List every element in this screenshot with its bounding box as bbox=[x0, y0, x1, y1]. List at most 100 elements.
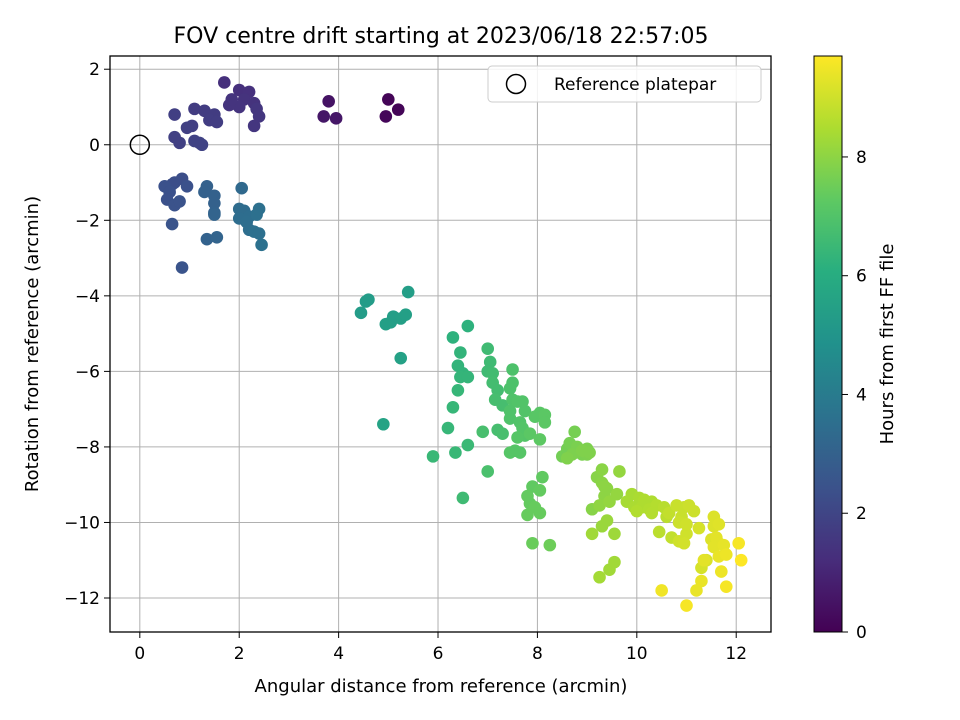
scatter-point bbox=[210, 115, 224, 129]
scatter-point bbox=[247, 119, 261, 133]
scatter-point bbox=[593, 499, 606, 512]
scatter-point bbox=[235, 181, 249, 195]
scatter-point bbox=[652, 525, 666, 539]
scatter-point bbox=[583, 446, 596, 459]
scatter-point bbox=[426, 450, 440, 463]
scatter-point bbox=[454, 346, 467, 359]
scatter-point bbox=[533, 506, 547, 520]
scatter-point bbox=[210, 230, 224, 244]
scatter-point bbox=[168, 108, 181, 121]
scatter-point bbox=[476, 425, 490, 439]
gridlines bbox=[110, 56, 771, 632]
scatter-point bbox=[461, 319, 475, 333]
scatter-point bbox=[506, 363, 519, 376]
scatter-point bbox=[695, 574, 708, 588]
scatter-point bbox=[391, 103, 405, 116]
y-tick-label: −12 bbox=[64, 589, 100, 609]
x-tick-label: 6 bbox=[433, 644, 444, 664]
y-tick-label: −10 bbox=[64, 513, 100, 533]
y-axis-label: Rotation from reference (arcmin) bbox=[22, 196, 43, 492]
scatter-point bbox=[188, 102, 201, 116]
scatter-point bbox=[717, 538, 731, 552]
y-tick-label: −8 bbox=[75, 438, 100, 458]
scatter-point bbox=[317, 110, 331, 123]
scatter-point bbox=[511, 431, 524, 444]
scatter-point bbox=[322, 95, 335, 108]
scatter-point bbox=[610, 487, 624, 501]
scatter-point bbox=[461, 438, 475, 452]
scatter-point bbox=[734, 553, 748, 567]
scatter-point bbox=[523, 427, 537, 441]
scatter-point bbox=[198, 104, 211, 118]
scatter-point bbox=[536, 470, 549, 484]
scatter-point bbox=[568, 425, 581, 439]
scatter-point bbox=[225, 93, 239, 106]
scatter-point bbox=[354, 306, 368, 320]
scatter-point bbox=[503, 412, 517, 425]
y-tick-label: 0 bbox=[89, 136, 100, 156]
x-tick-label: 0 bbox=[134, 644, 145, 664]
colorbar-label: Hours from first FF file bbox=[877, 244, 898, 445]
scatter-point bbox=[451, 383, 465, 397]
scatter-point bbox=[449, 446, 462, 459]
scatter-point bbox=[483, 355, 497, 369]
legend-marker bbox=[505, 73, 527, 95]
scatter-point bbox=[180, 180, 194, 193]
scatter-point bbox=[585, 527, 599, 541]
scatter-point bbox=[697, 553, 711, 567]
scatter-point bbox=[252, 227, 266, 240]
colorbar-gradient bbox=[813, 55, 843, 633]
scatter-point bbox=[379, 110, 393, 123]
legend: Reference platepar bbox=[487, 65, 762, 103]
scatter-point bbox=[608, 555, 621, 569]
scatter-point bbox=[377, 417, 390, 431]
y-tick-label: −2 bbox=[75, 211, 100, 231]
scatter-point bbox=[165, 217, 179, 231]
scatter-point bbox=[630, 504, 644, 518]
scatter-point bbox=[613, 465, 626, 478]
colorbar-tick-label: 4 bbox=[856, 385, 867, 405]
scatter-point bbox=[188, 134, 201, 148]
scatter-point bbox=[503, 446, 517, 459]
x-tick-label: 2 bbox=[234, 644, 245, 664]
scatter-point bbox=[680, 599, 693, 612]
legend-box bbox=[487, 65, 762, 103]
scatter-point bbox=[538, 416, 552, 429]
x-tick-label: 4 bbox=[333, 644, 344, 664]
scatter-point bbox=[446, 331, 460, 344]
scatter-point bbox=[252, 110, 266, 123]
scatter-point bbox=[521, 508, 534, 522]
scatter-point bbox=[518, 404, 532, 418]
y-tick-label: 2 bbox=[89, 60, 100, 80]
scatter-point bbox=[533, 484, 547, 497]
scatter-point bbox=[232, 83, 246, 97]
scatter-point bbox=[707, 540, 721, 554]
scatter-point bbox=[481, 465, 495, 478]
colorbar-tick-label: 6 bbox=[856, 267, 867, 287]
scatter-point bbox=[175, 261, 189, 274]
scatter-point bbox=[503, 382, 517, 395]
scatter-point bbox=[593, 570, 606, 584]
x-axis-ticks: 0 2 4 6 8 10 12 bbox=[134, 632, 747, 664]
chart-title: FOV centre drift starting at 2023/06/18 … bbox=[174, 24, 709, 49]
scatter-point bbox=[680, 518, 693, 531]
scatter-point bbox=[543, 538, 557, 552]
scatter-point bbox=[255, 238, 268, 252]
scatter-point bbox=[486, 366, 499, 380]
scatter-point bbox=[180, 121, 194, 135]
scatter-point bbox=[690, 584, 703, 597]
colorbar: 0 2 4 6 8 Hours from first FF file bbox=[813, 55, 898, 643]
legend-entry: Reference platepar bbox=[554, 75, 716, 95]
y-tick-label: −6 bbox=[75, 362, 100, 382]
scatter-point bbox=[533, 433, 547, 446]
scatter-point bbox=[198, 185, 211, 199]
scatter-point bbox=[496, 427, 509, 441]
scatter-point bbox=[382, 93, 395, 106]
plot-frame bbox=[109, 55, 772, 633]
scatter-point bbox=[173, 195, 186, 208]
scatter-point bbox=[608, 527, 621, 541]
scatter-point bbox=[441, 421, 455, 435]
scatter-point bbox=[677, 536, 691, 550]
scatter-point bbox=[645, 506, 659, 520]
